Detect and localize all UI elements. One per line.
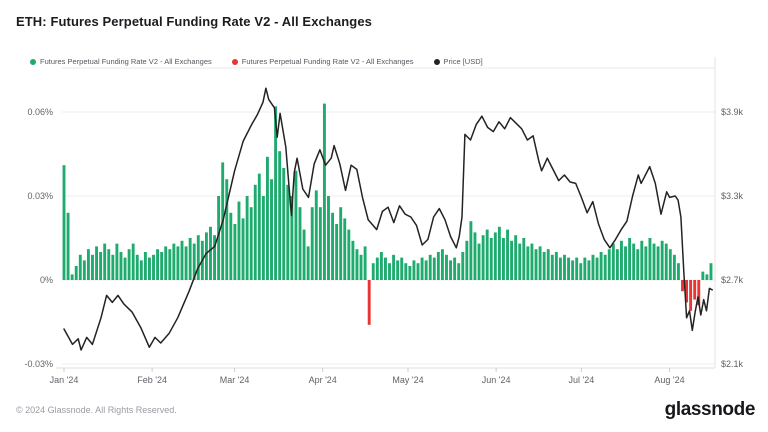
- y-left-tick-label: -0.03%: [24, 359, 53, 369]
- black-dot-icon: [433, 58, 440, 65]
- price-line: [63, 87, 713, 351]
- plot-border: [56, 57, 716, 369]
- x-axis-tick-label: Feb '24: [137, 375, 167, 385]
- y-right-tick-label: $3.9k: [721, 107, 744, 117]
- green-dot-icon: [30, 58, 36, 65]
- x-axis-tick-label: Jul '24: [568, 375, 595, 385]
- x-axis-tick-label: Mar '24: [219, 375, 250, 385]
- legend-item-funding-positive[interactable]: Futures Perpetual Funding Rate V2 - All …: [30, 57, 212, 66]
- glassnode-logo: glassnode: [664, 399, 756, 420]
- x-axis-tick-label: Apr '24: [308, 375, 337, 385]
- page-title: ETH: Futures Perpetual Funding Rate V2 -…: [16, 14, 372, 29]
- y-left-tick-label: 0.03%: [27, 191, 53, 201]
- legend: Futures Perpetual Funding Rate V2 - All …: [30, 57, 483, 66]
- y-left-tick-label: 0.06%: [27, 107, 53, 117]
- x-axis-tick-label: Jun '24: [481, 375, 511, 385]
- legend-item-funding-negative[interactable]: Futures Perpetual Funding Rate V2 - All …: [231, 57, 414, 66]
- y-right-tick-label: $3.3k: [721, 191, 744, 201]
- x-axis-tick-label: Aug '24: [654, 375, 685, 385]
- x-axis-tick-label: May '24: [392, 375, 424, 385]
- legend-label: Futures Perpetual Funding Rate V2 - All …: [40, 57, 212, 66]
- red-dot-icon: [231, 58, 238, 65]
- y-right-tick-label: $2.1k: [721, 359, 744, 369]
- legend-item-price[interactable]: Price [USD]: [433, 57, 483, 66]
- legend-label: Price [USD]: [443, 57, 483, 66]
- funding-rate-bars: [62, 103, 713, 325]
- y-right-tick-label: $2.7k: [721, 275, 744, 285]
- copyright-text: © 2024 Glassnode. All Rights Reserved.: [16, 405, 177, 415]
- legend-label: Futures Perpetual Funding Rate V2 - All …: [241, 57, 414, 66]
- x-axis-tick-label: Jan '24: [49, 375, 79, 385]
- y-left-tick-label: 0%: [39, 275, 53, 285]
- x-axis-ticks: [63, 368, 671, 372]
